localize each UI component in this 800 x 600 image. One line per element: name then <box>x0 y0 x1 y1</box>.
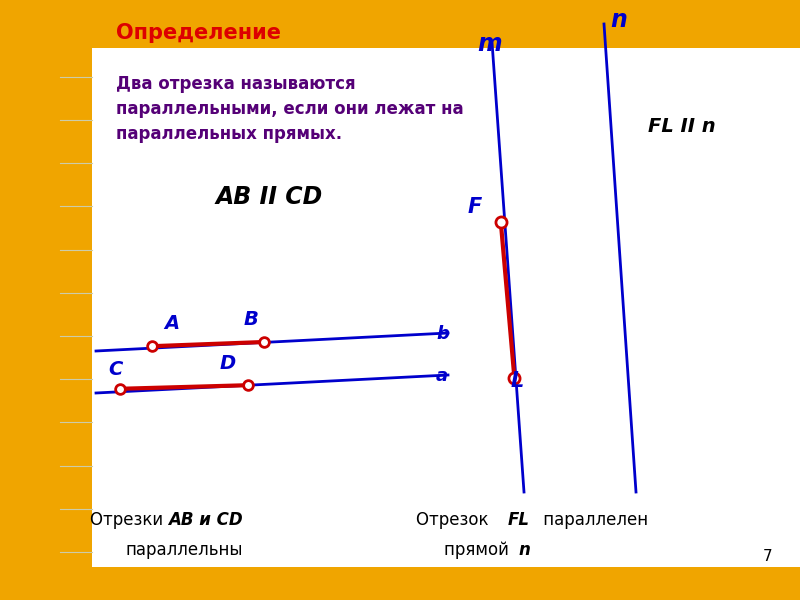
Text: D: D <box>220 354 236 373</box>
Text: Отрезки: Отрезки <box>90 511 168 529</box>
Text: n: n <box>518 541 530 559</box>
Text: Отрезок: Отрезок <box>416 511 494 529</box>
Bar <box>0 0 92 600</box>
Text: 7: 7 <box>762 549 772 564</box>
Bar <box>0 567 800 600</box>
Text: FL II n: FL II n <box>648 117 716 136</box>
Bar <box>0 0 800 48</box>
Text: AB и CD: AB и CD <box>168 511 242 529</box>
Text: AB II CD: AB II CD <box>216 185 323 209</box>
Text: прямой: прямой <box>444 541 514 559</box>
Text: L: L <box>510 371 524 391</box>
Bar <box>92 48 800 567</box>
Text: Определение: Определение <box>116 23 281 43</box>
Text: a: a <box>436 367 448 385</box>
Text: C: C <box>108 360 122 379</box>
Text: m: m <box>478 32 502 56</box>
Text: Два отрезка называются
параллельными, если они лежат на
параллельных прямых.: Два отрезка называются параллельными, ес… <box>116 75 464 143</box>
Text: параллельны: параллельны <box>126 541 242 559</box>
Text: FL: FL <box>508 511 530 529</box>
Text: параллелен: параллелен <box>538 511 648 529</box>
Text: F: F <box>468 197 482 217</box>
Text: B: B <box>244 310 259 329</box>
Text: b: b <box>436 325 449 343</box>
Text: n: n <box>610 8 627 32</box>
Text: A: A <box>164 314 179 333</box>
